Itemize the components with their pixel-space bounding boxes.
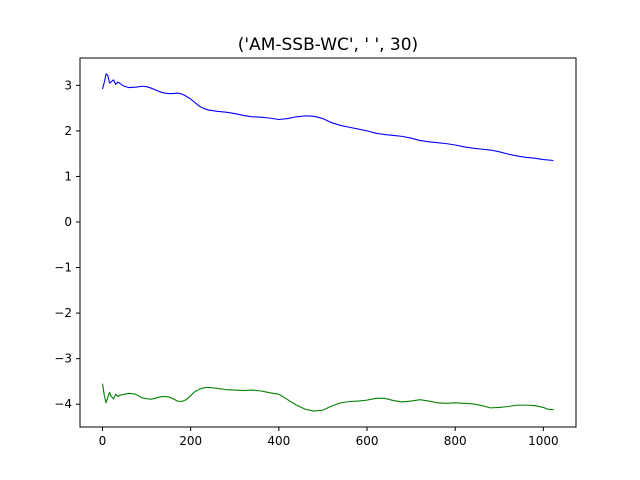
y-tick-label: 1 [64, 169, 72, 183]
x-tick-label: 600 [356, 434, 379, 448]
y-tick-label: 3 [64, 78, 72, 92]
x-tick-label: 0 [99, 434, 107, 448]
x-axis: 0 200 400 600 800 1000 [99, 427, 559, 448]
x-tick-label: 400 [267, 434, 290, 448]
y-tick-label: 0 [64, 215, 72, 229]
series-line-1 [101, 73, 554, 162]
plot-frame [79, 57, 577, 428]
y-tick-label: −1 [54, 261, 72, 275]
x-tick-label: 1000 [528, 434, 559, 448]
y-tick-label: −2 [54, 306, 72, 320]
x-tick-label: 800 [444, 434, 467, 448]
y-tick-label: −4 [54, 397, 72, 411]
y-axis: 3 2 1 0 −1 −2 −3 −4 [54, 78, 80, 411]
series-line-2 [101, 383, 554, 412]
x-tick-label: 200 [179, 434, 202, 448]
chart-title: ('AM-SSB-WC', ' ', 30) [238, 35, 418, 55]
series-layer [101, 73, 554, 412]
y-tick-label: 2 [64, 124, 72, 138]
y-tick-label: −3 [54, 352, 72, 366]
